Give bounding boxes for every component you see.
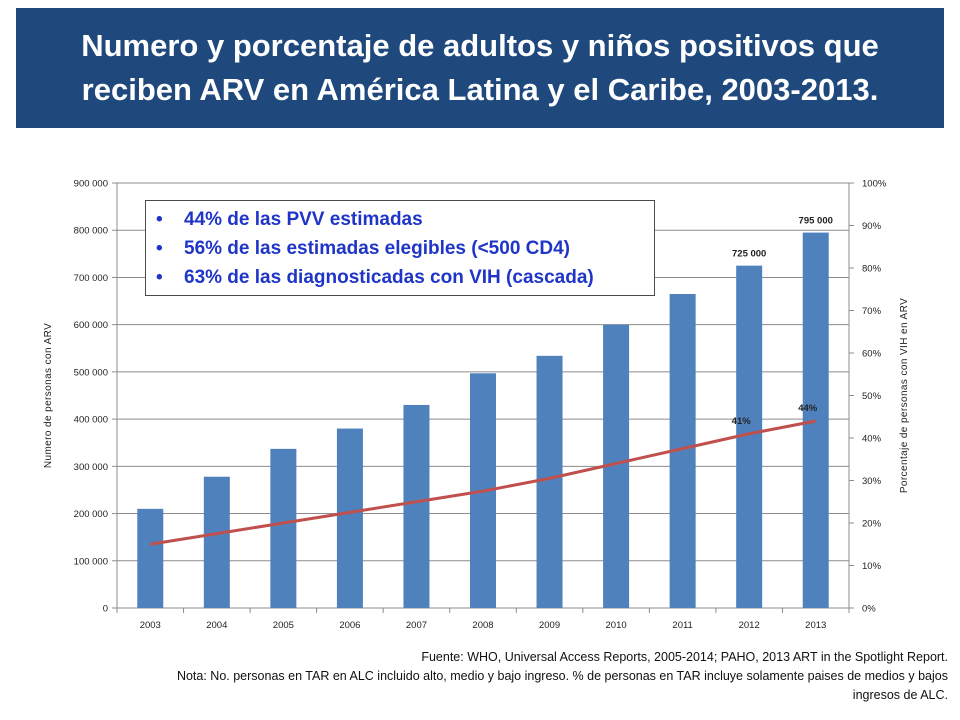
- footer-notes: Fuente: WHO, Universal Access Reports, 2…: [128, 648, 948, 705]
- y2-tick-label: 0%: [862, 604, 876, 615]
- line-series: [150, 419, 817, 546]
- x-tick-label: 2003: [140, 620, 161, 631]
- highlights-box: 44% de las PVV estimadas 56% de las esti…: [145, 200, 655, 296]
- title-banner: Numero y porcentaje de adultos y niños p…: [16, 8, 944, 128]
- y-tick-label: 0: [103, 604, 108, 615]
- x-tick-label: 2010: [606, 620, 627, 631]
- highlights-list: 44% de las PVV estimadas 56% de las esti…: [146, 205, 654, 292]
- data-label: 725 000: [732, 249, 766, 260]
- bar: [203, 476, 230, 608]
- y2-tick-label: 30%: [862, 476, 882, 487]
- y-tick-label: 900 000: [74, 179, 108, 190]
- y-tick-label: 500 000: [74, 367, 108, 378]
- y2-tick-label: 80%: [862, 264, 882, 275]
- y2-tick-label: 100%: [862, 179, 887, 190]
- data-label: 41%: [732, 416, 752, 427]
- bar: [403, 404, 430, 608]
- note-line-1: Nota: No. personas en TAR en ALC incluid…: [176, 669, 948, 683]
- y-tick-label: 400 000: [74, 415, 108, 426]
- y2-tick-label: 10%: [862, 561, 882, 572]
- bar: [536, 355, 563, 608]
- x-tick-label: 2011: [672, 620, 692, 631]
- highlight-item: 63% de las diagnosticadas con VIH (casca…: [156, 263, 654, 292]
- y-tick-label: 200 000: [74, 509, 108, 520]
- x-tick-label: 2004: [206, 620, 227, 631]
- note-line-2: ingresos de ALC.: [852, 688, 948, 702]
- page-title: Numero y porcentaje de adultos y niños p…: [81, 28, 879, 107]
- y-tick-label: 100 000: [74, 556, 108, 567]
- highlight-item: 56% de las estimadas elegibles (<500 CD4…: [156, 234, 654, 263]
- x-tick-label: 2013: [805, 620, 826, 631]
- bar: [137, 508, 164, 608]
- highlight-item: 44% de las PVV estimadas: [156, 205, 654, 234]
- x-tick-label: 2009: [539, 620, 560, 631]
- x-tick-label: 2012: [739, 620, 760, 631]
- bar: [270, 448, 297, 608]
- y2-tick-label: 50%: [862, 391, 882, 402]
- y2-tick-label: 70%: [862, 306, 882, 317]
- y2-tick-label: 40%: [862, 434, 882, 445]
- y-axis-title: Numero de personas con ARV: [43, 323, 54, 468]
- bar: [336, 428, 363, 608]
- y-tick-label: 700 000: [74, 273, 108, 284]
- y2-axis-title: Porcentaje de personas con VIH en ARV: [899, 298, 910, 493]
- y-tick-label: 300 000: [74, 462, 108, 473]
- data-label: 795 000: [799, 216, 833, 227]
- y2-tick-label: 60%: [862, 349, 882, 360]
- y-tick-label: 800 000: [74, 226, 108, 237]
- y2-tick-label: 20%: [862, 519, 882, 530]
- y-tick-label: 600 000: [74, 320, 108, 331]
- x-tick-label: 2008: [472, 620, 493, 631]
- y2-tick-label: 90%: [862, 221, 882, 232]
- data-label: 44%: [798, 403, 818, 414]
- x-tick-label: 2005: [273, 620, 294, 631]
- x-tick-label: 2006: [339, 620, 360, 631]
- source-note: Fuente: WHO, Universal Access Reports, 2…: [421, 650, 948, 664]
- x-tick-label: 2007: [406, 620, 427, 631]
- bar: [802, 232, 829, 609]
